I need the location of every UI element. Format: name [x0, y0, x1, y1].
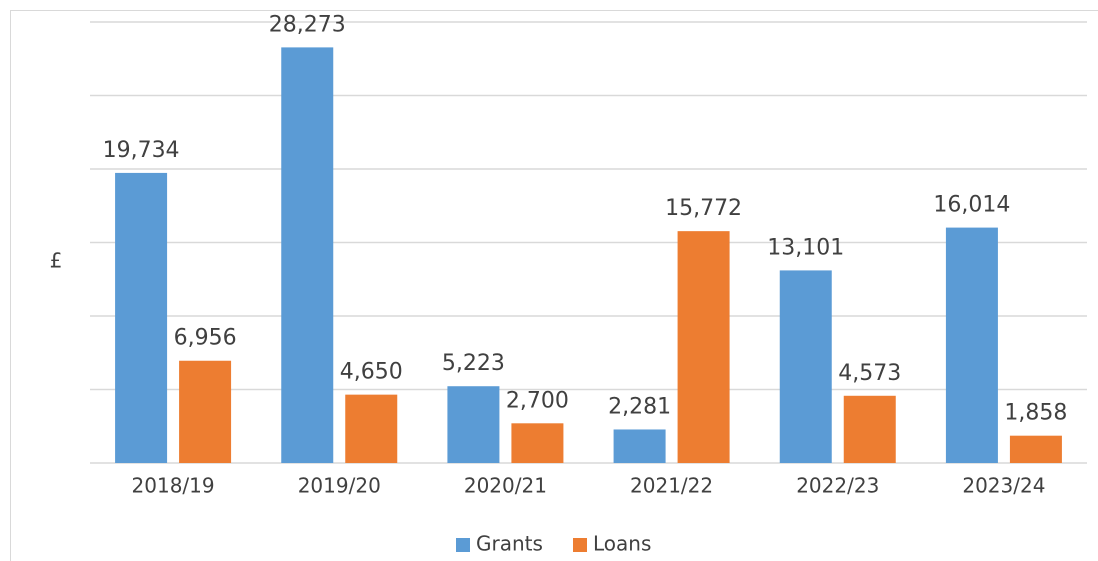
value-label: 15,772	[665, 196, 742, 221]
value-label: 5,223	[442, 351, 505, 376]
x-tick-label: 2020/21	[464, 474, 547, 498]
bar	[179, 360, 232, 463]
value-label: 13,101	[767, 235, 844, 260]
bar	[779, 270, 832, 463]
x-tick-label: 2018/19	[132, 474, 215, 498]
value-label: 19,734	[103, 138, 180, 163]
bar	[511, 423, 564, 463]
bar	[115, 172, 168, 463]
bar	[281, 47, 334, 463]
bar	[677, 231, 730, 463]
value-label: 28,273	[269, 12, 346, 37]
x-tick-label: 2021/22	[630, 474, 713, 498]
value-label: 16,014	[933, 193, 1010, 218]
bar	[613, 429, 666, 463]
bar	[447, 386, 500, 463]
x-tick-label: 2019/20	[298, 474, 381, 498]
legend-label: Grants	[476, 532, 543, 556]
value-label: 2,700	[506, 388, 569, 413]
value-label: 2,281	[608, 394, 671, 419]
bar	[843, 395, 896, 463]
value-label: 4,573	[838, 361, 901, 386]
value-label: 4,650	[340, 360, 403, 385]
y-axis-label: £	[50, 249, 63, 273]
bar	[1009, 435, 1062, 463]
value-label: 1,858	[1004, 401, 1067, 426]
legend-label: Loans	[593, 532, 651, 556]
bar	[345, 394, 398, 463]
x-tick-label: 2022/23	[796, 474, 879, 498]
legend-swatch	[456, 538, 470, 552]
legend-swatch	[573, 538, 587, 552]
bar	[945, 227, 998, 463]
x-tick-label: 2023/24	[962, 474, 1045, 498]
value-label: 6,956	[174, 326, 237, 351]
